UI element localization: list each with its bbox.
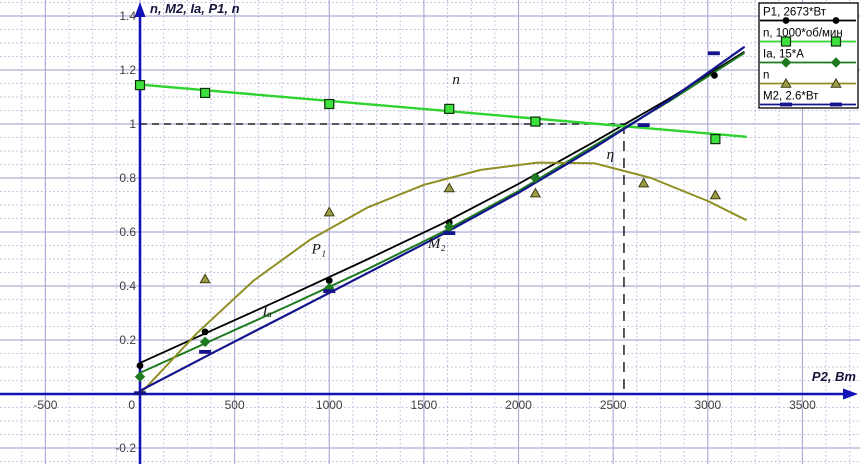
dash-marker-icon bbox=[323, 289, 336, 294]
circle-marker-icon bbox=[325, 277, 333, 284]
markers-eta bbox=[199, 177, 722, 284]
triangle-marker-icon bbox=[830, 77, 842, 88]
square-marker-icon bbox=[134, 80, 146, 91]
diamond-marker-icon bbox=[830, 57, 842, 68]
circle-marker-icon bbox=[711, 72, 718, 79]
x-axis-title: P2, Вт bbox=[812, 369, 857, 384]
curve-label-2: Iₐ bbox=[261, 304, 271, 320]
diamond-marker-icon bbox=[134, 371, 146, 382]
triangle-marker-icon bbox=[780, 77, 792, 88]
square-marker-icon bbox=[830, 36, 842, 47]
triangle-marker-icon bbox=[529, 187, 542, 198]
legend-entry-eta[interactable]: n bbox=[760, 70, 856, 88]
curve-label-1: P₁ bbox=[311, 242, 326, 258]
triangle-marker-icon bbox=[637, 177, 650, 188]
circle-marker-icon bbox=[136, 362, 144, 370]
y-tick-label: 0.8 bbox=[119, 171, 136, 185]
legend-entry-label: Ia, 15*A bbox=[763, 49, 804, 61]
reference-dashed-lines bbox=[140, 123, 625, 394]
curve-m2 bbox=[138, 46, 745, 392]
x-tick-label: 1500 bbox=[411, 398, 438, 412]
y-axis-arrow-icon bbox=[134, 2, 146, 17]
circle-marker-icon bbox=[201, 328, 209, 336]
curve-n-speed bbox=[138, 83, 747, 138]
y-tick-label: 1.4 bbox=[119, 9, 136, 23]
dash-marker-icon bbox=[134, 391, 146, 396]
tick-labels: -500 0 500 1000 1500 2000 2500 3000 3500 1.4 1.2 1 0… bbox=[33, 9, 816, 455]
markers-m2 bbox=[134, 51, 720, 396]
legend-entry-label: n, 1000*об/мин bbox=[763, 28, 843, 40]
x-tick-label: 3000 bbox=[694, 398, 721, 412]
square-marker-icon bbox=[780, 36, 792, 47]
square-marker-icon bbox=[324, 98, 335, 110]
curve-label-4: η bbox=[607, 147, 614, 163]
diamond-marker-icon bbox=[199, 336, 211, 348]
x-tick-label: 3500 bbox=[789, 398, 816, 412]
data-series bbox=[134, 46, 747, 396]
curve-ia bbox=[139, 52, 745, 374]
legend-entry-label: n bbox=[763, 70, 769, 82]
triangle-marker-icon bbox=[199, 273, 211, 284]
circle-marker-icon bbox=[782, 17, 790, 24]
curve-label-0: n bbox=[452, 72, 460, 88]
legend-entry-ia[interactable]: Ia, 15*A bbox=[760, 49, 856, 68]
y-tick-label: 0.6 bbox=[119, 225, 136, 239]
curve-labels: n P₁ Iₐ M₂ η bbox=[261, 72, 614, 320]
curve-p1 bbox=[139, 51, 745, 364]
dash-marker-icon bbox=[637, 123, 650, 127]
dash-marker-icon bbox=[830, 102, 842, 107]
dash-marker-icon bbox=[707, 51, 720, 56]
legend-entry-label: M2, 2.6*Вт bbox=[763, 91, 819, 103]
x-tick-label: 0 bbox=[128, 398, 135, 412]
circle-marker-icon bbox=[832, 17, 840, 24]
triangle-marker-icon bbox=[709, 189, 722, 200]
square-marker-icon bbox=[200, 87, 211, 99]
legend-entry-m2[interactable]: M2, 2.6*Вт bbox=[760, 91, 856, 107]
x-tick-label: -500 bbox=[33, 398, 57, 412]
dash-marker-icon bbox=[443, 231, 456, 235]
square-marker-icon bbox=[444, 103, 455, 114]
legend-entry-p1[interactable]: P1, 2673*Вт bbox=[760, 7, 856, 24]
triangle-marker-icon bbox=[323, 206, 335, 217]
x-tick-label: 500 bbox=[225, 398, 245, 412]
x-axis-arrow-icon bbox=[843, 388, 858, 400]
dash-marker-icon bbox=[780, 102, 792, 107]
diamond-marker-icon bbox=[444, 221, 455, 233]
x-tick-label: 2000 bbox=[505, 398, 532, 412]
triangle-marker-icon bbox=[443, 182, 455, 193]
x-tick-label: 1000 bbox=[316, 398, 343, 412]
markers-n-speed bbox=[134, 80, 721, 145]
legend-entry-n-speed[interactable]: n, 1000*об/мин bbox=[760, 28, 856, 47]
y-tick-label: -0.2 bbox=[115, 441, 136, 455]
diamond-marker-icon bbox=[530, 172, 541, 184]
square-marker-icon bbox=[710, 134, 721, 145]
curve-eta bbox=[139, 161, 747, 395]
square-marker-icon bbox=[530, 116, 541, 127]
x-tick-label: 2500 bbox=[600, 398, 627, 412]
y-tick-label: 0.4 bbox=[119, 279, 136, 293]
dash-marker-icon bbox=[199, 349, 212, 354]
y-tick-label: 1 bbox=[129, 117, 136, 131]
y-tick-label: 1.2 bbox=[119, 63, 136, 77]
diamond-marker-icon bbox=[780, 57, 792, 68]
legend[interactable]: P1, 2673*Вт n, 1000*об/мин Ia, 15*A n M2, 2.… bbox=[758, 2, 859, 109]
legend-entry-label: P1, 2673*Вт bbox=[763, 7, 827, 19]
y-tick-label: 0.2 bbox=[119, 333, 136, 347]
curve-label-3: M₂ bbox=[427, 236, 446, 252]
y-axis-title: n, M2, Ia, P1, n bbox=[150, 1, 240, 16]
